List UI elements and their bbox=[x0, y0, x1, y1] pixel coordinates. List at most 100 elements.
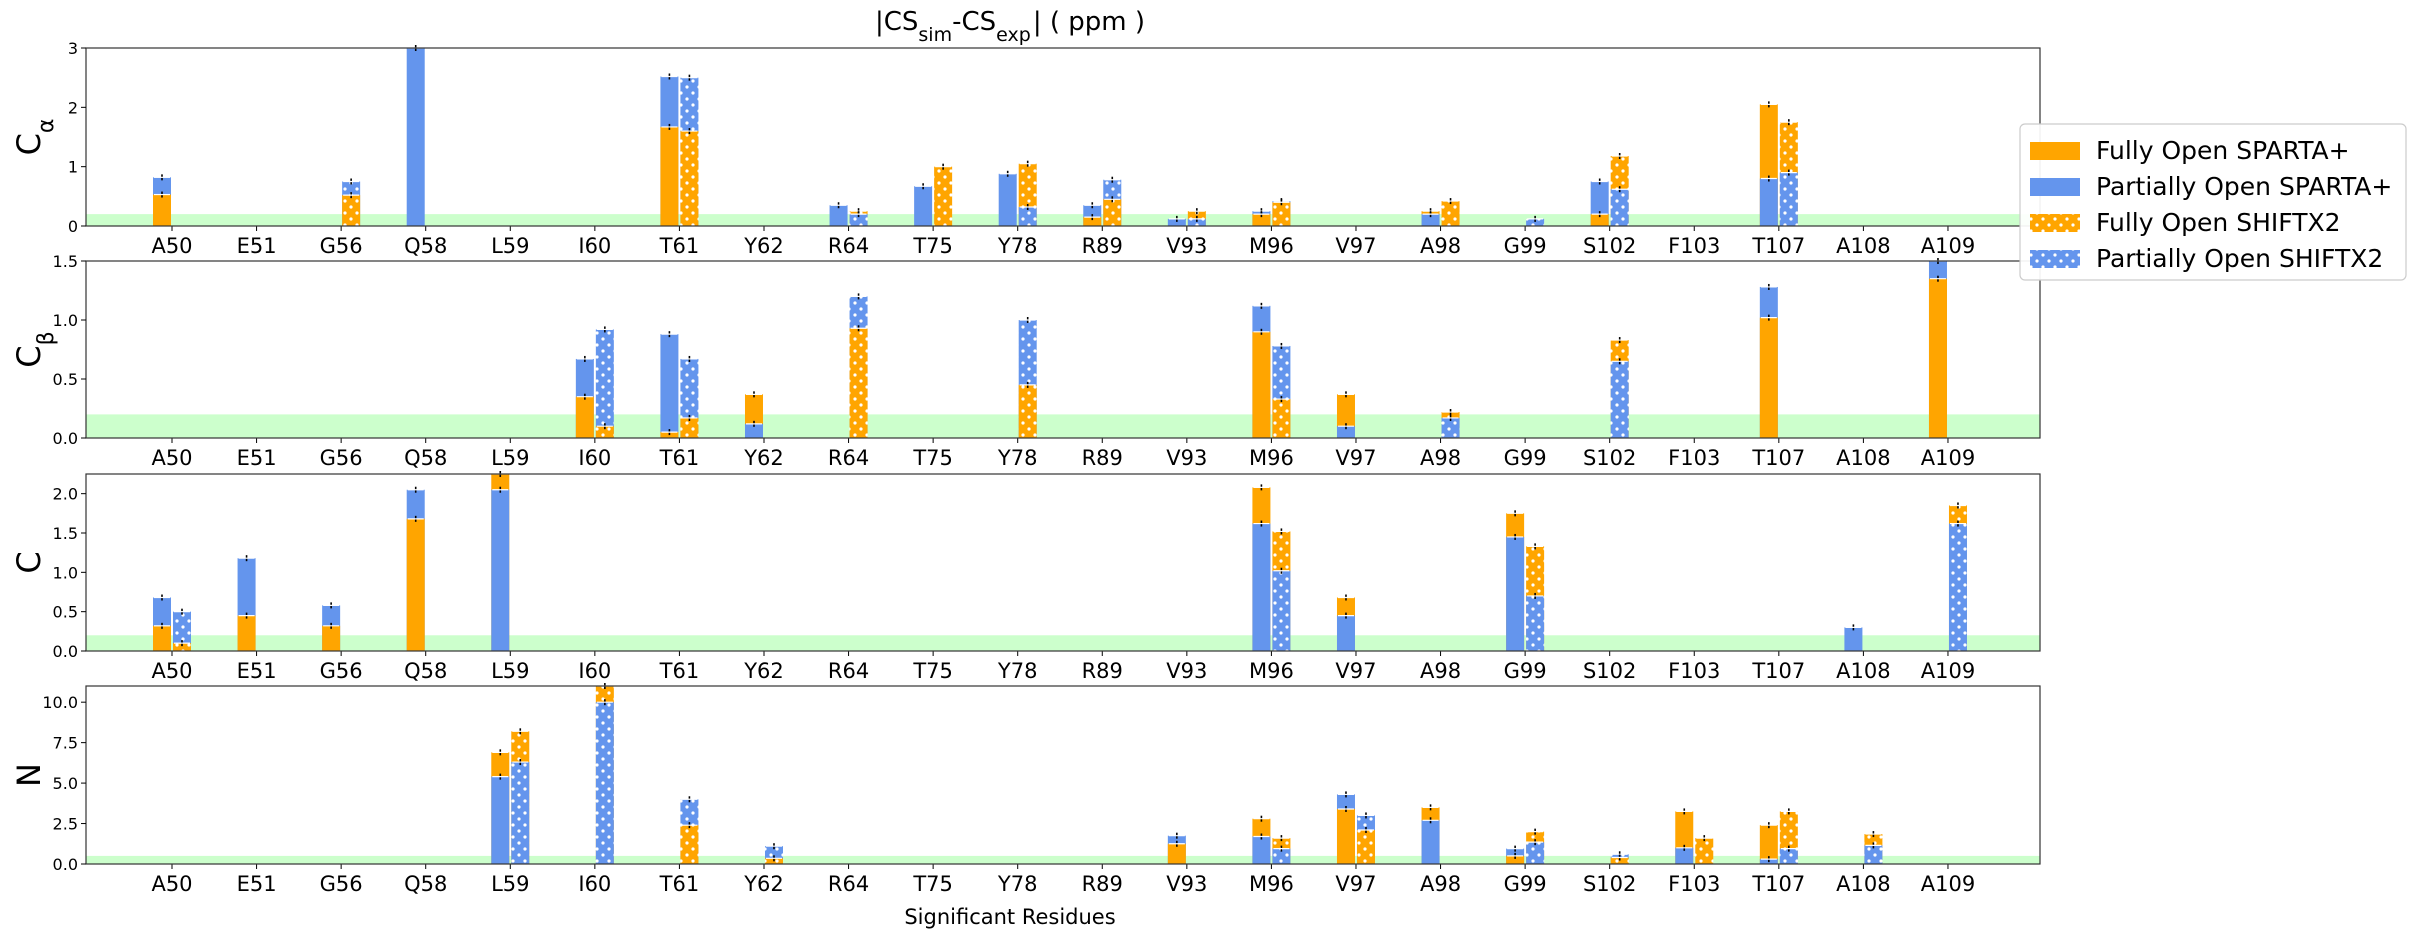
bar-Cbeta-A109-s0 bbox=[1928, 278, 1947, 438]
x-tick-label: V97 bbox=[1335, 659, 1376, 683]
legend-label-fo_sparta: Fully Open SPARTA+ bbox=[2096, 136, 2350, 165]
bar-C-L59-s1 bbox=[491, 489, 510, 651]
y-tick-label: 0.5 bbox=[53, 370, 78, 389]
x-tick-label: A108 bbox=[1836, 872, 1890, 896]
x-tick-label: A108 bbox=[1836, 234, 1890, 258]
x-tick-label: V97 bbox=[1335, 446, 1376, 470]
x-tick-label: T75 bbox=[912, 234, 953, 258]
y-tick-label: 5.0 bbox=[53, 774, 78, 793]
bar-Cbeta-T107-s0 bbox=[1759, 317, 1778, 438]
bar-Cbeta-T61-s1 bbox=[660, 334, 679, 438]
bar-N-A108-s3 bbox=[1864, 845, 1883, 864]
x-tick-label: T61 bbox=[659, 234, 700, 258]
x-tick-label: S102 bbox=[1583, 872, 1636, 896]
bar-Cbeta-I60-s2 bbox=[595, 426, 614, 438]
x-tick-label: Q58 bbox=[404, 872, 447, 896]
y-axis-label: C bbox=[10, 551, 48, 573]
bar-C-A50-s3 bbox=[173, 611, 191, 651]
x-tick-label: G56 bbox=[320, 872, 363, 896]
y-tick-label: 7.5 bbox=[53, 734, 78, 753]
x-tick-label: V93 bbox=[1166, 234, 1207, 258]
x-tick-label: G56 bbox=[320, 234, 363, 258]
bar-C-M96-s1 bbox=[1252, 523, 1271, 651]
x-tick-label: R64 bbox=[828, 234, 869, 258]
plot-frame bbox=[85, 260, 2041, 439]
bar-Calpha-Y78-s3 bbox=[1018, 207, 1037, 226]
bar-N-F103-s1 bbox=[1675, 847, 1694, 864]
y-tick-label: 0.0 bbox=[53, 429, 78, 448]
bar-Calpha-V93-s3 bbox=[1187, 218, 1206, 226]
threshold-band bbox=[86, 414, 2040, 438]
y-tick-label: 1.5 bbox=[53, 524, 78, 543]
y-tick-label: 2.5 bbox=[53, 815, 78, 834]
y-tick-label: 10.0 bbox=[42, 693, 78, 712]
x-tick-label: R89 bbox=[1082, 659, 1123, 683]
legend-swatch-fo_shiftx bbox=[2030, 214, 2080, 232]
x-tick-label: L59 bbox=[491, 659, 529, 683]
x-tick-label: R64 bbox=[828, 446, 869, 470]
x-tick-label: T61 bbox=[659, 872, 700, 896]
x-tick-label: M96 bbox=[1249, 446, 1294, 470]
x-tick-label: Q58 bbox=[404, 446, 447, 470]
y-tick-label: 0.0 bbox=[53, 642, 78, 661]
bar-N-V93-s0 bbox=[1167, 843, 1186, 864]
legend-swatch-po_shiftx bbox=[2030, 250, 2080, 268]
bar-Cbeta-A98-s3 bbox=[1441, 417, 1460, 438]
x-tick-label: E51 bbox=[237, 872, 277, 896]
bar-Cbeta-T61-s2 bbox=[680, 417, 699, 438]
x-tick-label: R64 bbox=[828, 659, 869, 683]
bar-C-G99-s1 bbox=[1506, 536, 1525, 651]
x-tick-label: E51 bbox=[237, 446, 277, 470]
bar-Calpha-T75-s1 bbox=[914, 186, 933, 226]
x-tick-label: S102 bbox=[1583, 446, 1636, 470]
bar-Cbeta-R64-s2 bbox=[849, 328, 868, 438]
bar-Calpha-V93-s1 bbox=[1167, 218, 1186, 226]
bar-C-V97-s1 bbox=[1336, 615, 1355, 651]
bar-C-Q58-s0 bbox=[406, 518, 425, 651]
y-axis-label: Cα bbox=[10, 119, 59, 156]
legend-swatch-fo_sparta bbox=[2030, 142, 2080, 160]
bar-Cbeta-Y78-s2 bbox=[1018, 384, 1037, 438]
x-tick-label: V93 bbox=[1166, 446, 1207, 470]
x-tick-label: G99 bbox=[1504, 234, 1547, 258]
x-tick-label: R89 bbox=[1082, 872, 1123, 896]
bar-N-S102-s2 bbox=[1610, 857, 1629, 864]
x-tick-label: A109 bbox=[1921, 234, 1975, 258]
x-tick-label: A98 bbox=[1420, 659, 1461, 683]
bar-Calpha-R64-s3 bbox=[849, 214, 868, 226]
x-tick-label: A109 bbox=[1921, 446, 1975, 470]
x-tick-label: I60 bbox=[578, 872, 611, 896]
bar-N-V97-s2 bbox=[1356, 830, 1375, 864]
y-axis-label: N bbox=[10, 763, 48, 787]
x-tick-label: A98 bbox=[1420, 872, 1461, 896]
bar-Calpha-T61-s0 bbox=[660, 126, 679, 226]
bar-N-T107-s0 bbox=[1759, 825, 1778, 864]
x-tick-label: T107 bbox=[1751, 446, 1805, 470]
bar-Cbeta-M96-s2 bbox=[1272, 399, 1291, 438]
bar-Calpha-R89-s2 bbox=[1103, 199, 1122, 226]
x-tick-label: F103 bbox=[1668, 234, 1720, 258]
y-tick-label: 2 bbox=[68, 98, 78, 117]
bar-N-L59-s1 bbox=[491, 776, 510, 864]
legend-label-po_sparta: Partially Open SPARTA+ bbox=[2096, 172, 2392, 201]
legend-box bbox=[2019, 123, 2407, 281]
x-tick-label: F103 bbox=[1668, 446, 1720, 470]
x-tick-label: Y62 bbox=[743, 659, 784, 683]
x-tick-label: S102 bbox=[1583, 659, 1636, 683]
bar-C-A108-s1 bbox=[1844, 627, 1863, 651]
x-tick-label: Y78 bbox=[997, 872, 1038, 896]
x-tick-label: A109 bbox=[1921, 659, 1975, 683]
plot-frame bbox=[85, 685, 2041, 865]
x-tick-label: M96 bbox=[1249, 659, 1294, 683]
x-tick-label: T61 bbox=[659, 659, 700, 683]
legend: Fully Open SPARTA+ Partially Open SPARTA+… bbox=[2019, 123, 2407, 281]
plot-frame bbox=[85, 47, 2041, 227]
plot-frame bbox=[85, 473, 2041, 652]
x-tick-label: E51 bbox=[237, 234, 277, 258]
bar-N-G99-s3 bbox=[1526, 842, 1545, 864]
x-tick-label: T75 bbox=[912, 872, 953, 896]
panel-Calpha: A50 E51 G56 Q58 L59 I60 T61 Y62 R64 T75 Y78 R89 V93 M… bbox=[10, 39, 2041, 258]
threshold-band bbox=[86, 855, 2040, 864]
bar-Calpha-A50-s0 bbox=[153, 194, 171, 226]
bar-C-M96-s3 bbox=[1272, 570, 1291, 651]
